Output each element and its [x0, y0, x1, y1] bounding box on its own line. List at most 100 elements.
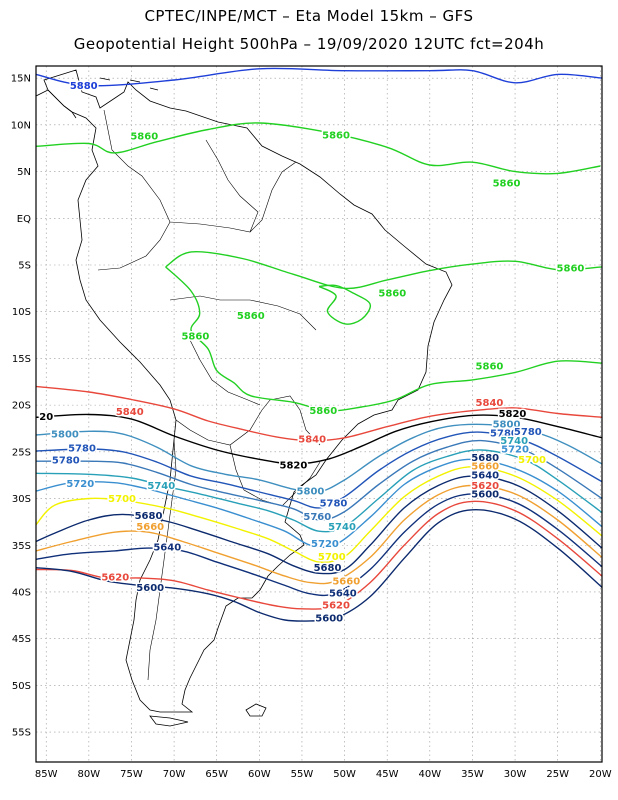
contour-label-5780: 5780	[514, 427, 542, 438]
contour-label-5820: 20	[39, 412, 53, 423]
contour-label-5860: 5860	[378, 289, 406, 300]
lon-label: 25W	[546, 769, 569, 780]
lon-label: 55W	[291, 769, 314, 780]
contour-5620	[36, 500, 602, 610]
contour-5740	[36, 449, 602, 533]
contour-label-5720: 5720	[66, 479, 94, 490]
map-title: CPTEC/INPE/MCT – Eta Model 15km – GFS	[144, 7, 474, 25]
lon-label: 75W	[120, 769, 143, 780]
lat-label: 55S	[12, 728, 31, 739]
lat-label: 45S	[12, 634, 31, 645]
contour-label-5860: 5860	[322, 131, 350, 142]
lon-label: 30W	[504, 769, 527, 780]
contour-label-5740: 5740	[500, 436, 528, 447]
contour-5780	[36, 431, 602, 509]
lon-label: 50W	[333, 769, 356, 780]
lon-label: 80W	[78, 769, 101, 780]
south-america-coastline	[43, 69, 453, 713]
lon-label: 35W	[461, 769, 484, 780]
contour-label-5820: 5820	[499, 409, 527, 420]
contour-label-5620: 5620	[322, 601, 350, 612]
contour-5860	[165, 266, 602, 412]
lon-label: 70W	[163, 769, 186, 780]
contour-label-5840: 5840	[298, 434, 326, 445]
contour-label-5800: 5800	[297, 487, 325, 498]
lon-label: 20W	[589, 769, 612, 780]
contour-label-5640: 5640	[329, 588, 357, 599]
contour-label-5660: 5660	[471, 461, 499, 472]
contour-label-5680: 5680	[135, 511, 163, 522]
contour-label-5700: 5700	[518, 455, 546, 466]
lat-label: 10S	[12, 307, 31, 318]
contour-label-5800: 5800	[493, 419, 521, 430]
latitude-labels: 15N 10N 5N EQ 5S 10S 15S 20S 25S 30S 35S 40S 45S 50S 5…	[11, 74, 31, 739]
contour-label-5840: 5840	[476, 398, 504, 409]
contour-label-5600: 5600	[136, 583, 164, 594]
contour-label-5660: 5660	[136, 522, 164, 533]
contour-5680	[36, 475, 602, 575]
lat-label: 35S	[12, 541, 31, 552]
contour-5860	[36, 122, 601, 175]
contour-label-5780: 5780	[320, 499, 348, 510]
map-frame	[35, 65, 603, 763]
contour-label-5700: 5700	[108, 494, 136, 505]
contour-label-5680: 5680	[471, 453, 499, 464]
lon-label: 45W	[376, 769, 399, 780]
contour-label-5660: 5660	[332, 576, 360, 587]
contour-label-5720: 5720	[501, 445, 529, 456]
contour-label-5860: 5860	[476, 361, 504, 372]
contour-5820	[36, 413, 602, 465]
contour-label-5840: 5840	[116, 407, 144, 418]
contour-label-5860: 5860	[557, 263, 585, 274]
contour-label-5860: 5860	[181, 331, 209, 342]
contour-5880	[36, 67, 602, 87]
lon-label: 85W	[35, 769, 58, 780]
contour-5860	[318, 284, 372, 325]
contour-5600	[36, 509, 602, 622]
contour-label-5680: 5680	[314, 563, 342, 574]
lat-label: 30S	[12, 494, 31, 505]
lat-label: 10N	[11, 120, 31, 131]
contour-label-5860: 5860	[237, 311, 265, 322]
contour-5640	[36, 493, 602, 597]
contour-label-5720: 5720	[311, 539, 339, 550]
contour-label-5820: 5820	[280, 460, 308, 471]
map-subtitle: Geopotential Height 500hPa – 19/09/2020 …	[73, 35, 545, 53]
contour-label-5760: 5760	[303, 512, 331, 523]
lat-label: 25S	[12, 447, 31, 458]
contour-5860	[165, 250, 602, 290]
contour-label-5600: 5600	[315, 614, 343, 625]
lat-label: 5N	[17, 167, 31, 178]
lon-label: 65W	[205, 769, 228, 780]
contour-label-5860: 5860	[309, 406, 337, 417]
longitude-labels: 85W 80W 75W 70W 65W 60W 55W 50W 45W 40W 35W 30W 25W 2…	[35, 769, 612, 780]
contour-5660	[36, 484, 602, 585]
contour-label-5780: 5780	[68, 444, 96, 455]
contour-5840	[36, 385, 602, 442]
contour-5720	[36, 458, 602, 549]
lat-label: 15N	[11, 74, 31, 85]
lat-label: 20S	[12, 401, 31, 412]
contour-label-5640: 5640	[153, 543, 181, 554]
contour-label-5620: 5620	[101, 573, 129, 584]
falkland-islands	[245, 703, 267, 717]
contour-label-5700: 5700	[318, 552, 346, 563]
contour-label-5740: 5740	[147, 481, 175, 492]
contour-5760	[36, 439, 602, 521]
contour-5700	[36, 466, 602, 564]
contour-label-5620: 5620	[471, 481, 499, 492]
contour-labels: 5880 5860 5860 5860 5860 5860 5860 5860 5860 5860…	[38, 80, 586, 627]
contour-label-5640: 5640	[471, 471, 499, 482]
contour-label-5860: 5860	[130, 132, 158, 143]
lat-label: 5S	[18, 260, 31, 271]
central-america-coast	[36, 89, 77, 119]
lat-label: 50S	[12, 681, 31, 692]
lat-label: 15S	[12, 354, 31, 365]
contour-label-5880: 5880	[70, 81, 98, 92]
height-contours	[36, 67, 602, 622]
coastlines-borders	[36, 69, 453, 727]
caribbean-islands	[99, 77, 159, 91]
lon-label: 40W	[419, 769, 442, 780]
contour-label-5800: 5800	[51, 430, 79, 441]
